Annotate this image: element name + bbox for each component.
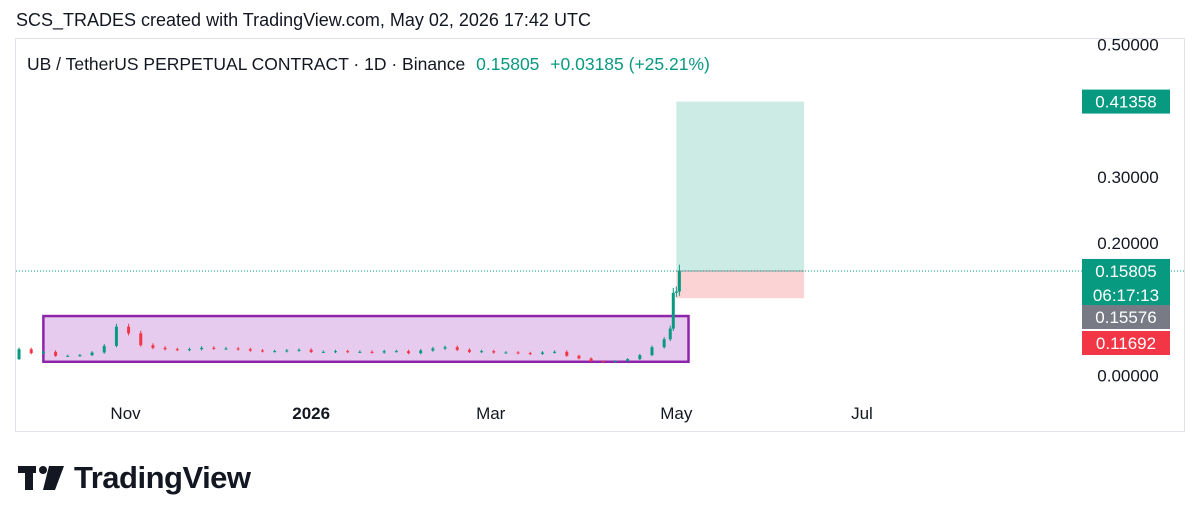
candle-body <box>394 351 398 353</box>
candle-body <box>163 347 167 350</box>
y-axis-tick-label: 0.50000 <box>1097 39 1158 54</box>
candle-body <box>467 349 471 352</box>
candle-body <box>668 328 672 340</box>
price-tag-label: 0.15576 <box>1095 308 1156 327</box>
candle-body <box>54 351 58 356</box>
symbol-legend: UB / TetherUS PERPETUAL CONTRACT · 1D · … <box>27 54 710 75</box>
candle-body <box>187 349 191 351</box>
candle-body <box>492 351 496 353</box>
long-position-target-zone <box>676 101 805 271</box>
candle-body <box>66 355 70 357</box>
long-position-stop-zone <box>676 270 805 299</box>
candle-body <box>29 349 33 354</box>
tradingview-logo[interactable]: TradingView <box>18 458 251 498</box>
legend-change: +0.03185 (+25.21%) <box>550 54 710 74</box>
candle-body <box>139 333 143 346</box>
candle-body <box>613 361 617 363</box>
candle-body <box>78 355 82 357</box>
x-axis-tick-label: Nov <box>110 404 141 423</box>
candle-body <box>358 351 362 353</box>
candle-body <box>407 351 411 354</box>
y-axis-tick-label: 0.30000 <box>1097 168 1158 187</box>
legend-last-price: 0.15805 <box>476 54 540 74</box>
candle-body <box>297 349 301 351</box>
candle-body <box>200 347 204 350</box>
candle-body <box>151 345 155 348</box>
tradingview-logo-icon <box>18 466 64 490</box>
candle-body <box>443 347 447 349</box>
candle-body <box>273 351 277 353</box>
price-tag <box>1082 305 1170 329</box>
candle-body <box>321 351 325 353</box>
chart-panel[interactable]: 0.00000 0.20000 0.30000 0.50000 Nov 2026 Mar Ma… <box>15 38 1185 432</box>
price-tag <box>1082 89 1170 114</box>
candle-body <box>102 345 106 353</box>
candle-body <box>224 348 228 350</box>
candle-body <box>17 349 21 360</box>
candle-body <box>309 349 313 352</box>
candle-body <box>626 359 630 362</box>
candle-body <box>589 358 593 362</box>
candle-body <box>370 351 374 353</box>
x-axis-tick-label: Jul <box>851 404 873 423</box>
candle-body <box>346 351 350 353</box>
candle-body <box>114 326 118 346</box>
candle-body <box>504 352 508 354</box>
candle-body <box>674 291 678 293</box>
candle-body <box>638 355 642 360</box>
candle-body <box>212 347 216 349</box>
accumulation-range-box <box>42 314 690 364</box>
y-axis-tick-label: 0.20000 <box>1097 234 1158 253</box>
candle-body <box>455 347 459 350</box>
candle-body <box>662 339 666 348</box>
candle-body <box>248 349 252 351</box>
price-tag <box>1082 258 1170 307</box>
tradingview-logo-text: TradingView <box>74 460 251 495</box>
candle-body <box>90 352 94 356</box>
price-tag-label: 0.15805 <box>1095 262 1156 281</box>
candle-body <box>334 351 338 353</box>
price-tag-label: 0.41358 <box>1095 93 1156 112</box>
candle-body <box>601 361 605 363</box>
candle-body <box>127 326 131 334</box>
candle-body <box>577 355 581 359</box>
candle-body <box>41 351 45 354</box>
y-axis-tick-label: 0.00000 <box>1097 367 1158 386</box>
x-axis-tick-label: May <box>660 404 693 423</box>
candle-body <box>419 350 423 354</box>
candle-body <box>677 270 681 292</box>
symbol-title: UB / TetherUS PERPETUAL CONTRACT · 1D · … <box>27 54 466 74</box>
candle-body <box>480 351 484 353</box>
candle-body <box>236 348 240 350</box>
candle-body <box>175 349 179 351</box>
candle-body <box>431 348 435 351</box>
x-axis-tick-label: Mar <box>476 404 506 423</box>
chart-caption: SCS_TRADES created with TradingView.com,… <box>16 10 591 30</box>
candle-body <box>528 353 532 355</box>
candle-body <box>285 350 289 352</box>
price-tag-countdown: 06:17:13 <box>1093 286 1159 305</box>
candle-body <box>671 292 675 329</box>
x-axis-tick-label: 2026 <box>292 404 330 423</box>
candle-body <box>553 351 557 353</box>
candle-body <box>565 351 569 356</box>
candle-body <box>382 351 386 353</box>
price-tag-label: 0.11692 <box>1096 334 1156 353</box>
price-chart[interactable]: 0.00000 0.20000 0.30000 0.50000 Nov 2026 Mar Ma… <box>16 39 1185 432</box>
candle-body <box>650 347 654 356</box>
candle-body <box>540 352 544 354</box>
candle-body <box>516 352 520 354</box>
candle-body <box>260 350 264 352</box>
price-tag <box>1082 331 1170 355</box>
